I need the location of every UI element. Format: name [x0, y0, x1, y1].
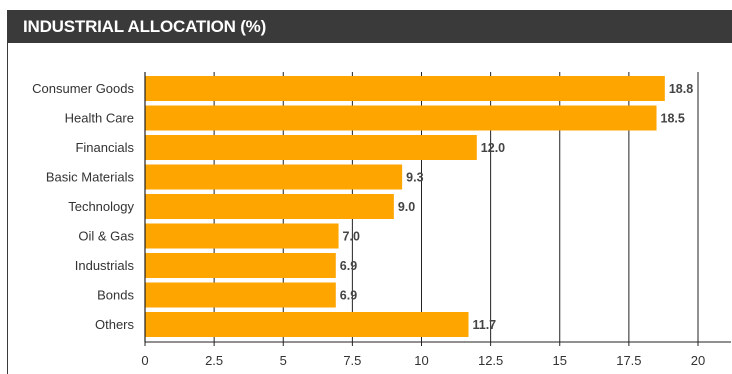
data-label: 6.9 — [340, 289, 357, 303]
data-labels: 18.8 18.5 12.0 9.3 9.0 7.0 6.9 6.9 11.7 — [340, 82, 693, 332]
bar — [145, 135, 477, 160]
tick-label: 0 — [141, 353, 148, 368]
bar — [145, 312, 469, 337]
data-label: 9.0 — [398, 200, 415, 214]
bars — [145, 76, 665, 337]
data-label: 18.5 — [661, 112, 685, 126]
tick-labels: 0 2.5 5 7.5 10 12.5 15 17.5 20 — [141, 353, 705, 368]
chart-title: INDUSTRIAL ALLOCATION (%) — [23, 17, 267, 36]
bar — [145, 282, 336, 308]
tick-label: 2.5 — [205, 353, 223, 368]
bar — [145, 76, 665, 101]
category-label: Health Care — [65, 111, 134, 126]
category-label: Others — [95, 317, 135, 332]
bar — [145, 223, 339, 249]
data-label: 11.7 — [473, 318, 497, 332]
category-label: Oil & Gas — [78, 229, 134, 244]
tick-label: 5 — [280, 353, 287, 368]
category-labels: Consumer Goods Health Care Financials Basic… — [32, 81, 134, 332]
category-label: Basic Materials — [46, 170, 135, 185]
data-label: 18.8 — [669, 82, 693, 96]
bar — [145, 105, 657, 131]
category-label: Technology — [68, 199, 134, 214]
chart-header: INDUSTRIAL ALLOCATION (%) — [8, 10, 732, 43]
tick-label: 10 — [414, 353, 428, 368]
category-label: Consumer Goods — [32, 81, 134, 96]
data-label: 9.3 — [406, 171, 423, 185]
tick-label: 15 — [553, 353, 567, 368]
data-label: 7.0 — [343, 230, 360, 244]
tick-label: 20 — [691, 353, 705, 368]
category-label: Bonds — [97, 288, 134, 303]
tick-label: 7.5 — [343, 353, 361, 368]
axes — [144, 72, 731, 346]
tick-label: 17.5 — [616, 353, 641, 368]
bar — [145, 253, 336, 278]
category-label: Financials — [75, 140, 134, 155]
data-label: 12.0 — [481, 141, 505, 155]
tick-label: 12.5 — [478, 353, 503, 368]
bar — [145, 164, 403, 190]
data-label: 6.9 — [340, 259, 357, 273]
bar — [145, 194, 394, 219]
category-label: Industrials — [75, 258, 135, 273]
